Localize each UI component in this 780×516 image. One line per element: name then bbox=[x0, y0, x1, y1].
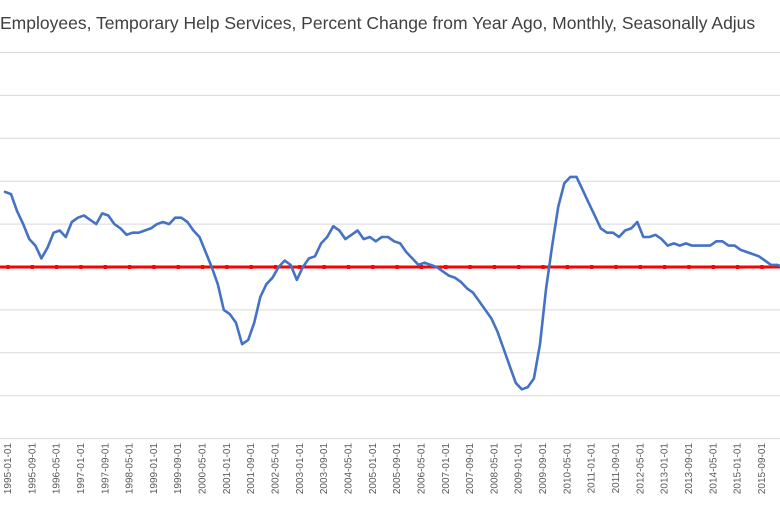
x-tick-label: 1996-05-01 bbox=[52, 443, 63, 495]
x-tick-label: 2007-09-01 bbox=[465, 443, 476, 495]
zero-marker bbox=[395, 265, 399, 269]
x-tick-label: 2006-05-01 bbox=[416, 443, 427, 495]
x-tick-label: 1997-09-01 bbox=[100, 443, 111, 495]
x-tick-label: 2003-01-01 bbox=[295, 443, 306, 495]
zero-marker bbox=[492, 265, 496, 269]
zero-reference-markers bbox=[6, 265, 764, 269]
x-tick-label: 2011-09-01 bbox=[611, 443, 622, 494]
x-tick-label: 2000-05-01 bbox=[198, 443, 209, 495]
zero-marker bbox=[444, 265, 448, 269]
zero-marker bbox=[128, 265, 132, 269]
zero-marker bbox=[346, 265, 351, 269]
x-tick-label: 2013-01-01 bbox=[660, 443, 671, 495]
zero-marker bbox=[103, 265, 107, 269]
x-tick-label: 2002-05-01 bbox=[271, 443, 282, 495]
zero-marker bbox=[468, 265, 472, 269]
x-tick-label: 2007-01-01 bbox=[441, 443, 452, 495]
zero-marker bbox=[638, 265, 642, 269]
x-tick-label: 2004-05-01 bbox=[343, 443, 354, 495]
zero-marker bbox=[590, 265, 594, 269]
zero-marker bbox=[322, 265, 326, 269]
zero-marker bbox=[79, 265, 83, 269]
zero-marker bbox=[760, 265, 764, 269]
x-tick-label: 2015-01-01 bbox=[733, 443, 744, 495]
zero-marker bbox=[152, 265, 156, 269]
x-tick-label: 2012-05-01 bbox=[635, 443, 646, 495]
zero-marker bbox=[200, 265, 205, 269]
zero-marker bbox=[273, 265, 278, 269]
zero-marker bbox=[176, 265, 180, 269]
series-line bbox=[3, 175, 780, 391]
x-tick-label: 2010-05-01 bbox=[562, 443, 573, 495]
zero-marker bbox=[663, 265, 667, 269]
zero-marker bbox=[30, 265, 34, 269]
x-tick-label: 2005-09-01 bbox=[392, 443, 403, 495]
x-tick-label: 2008-05-01 bbox=[489, 443, 500, 495]
x-tick-label: 1995-09-01 bbox=[27, 443, 38, 495]
zero-marker bbox=[419, 265, 424, 269]
zero-marker bbox=[6, 265, 10, 269]
zero-marker bbox=[371, 265, 375, 269]
x-tick-label: 2009-01-01 bbox=[514, 443, 525, 495]
x-tick-label: 2005-01-01 bbox=[368, 443, 379, 495]
zero-marker bbox=[614, 265, 618, 269]
x-tick-label: 2001-01-01 bbox=[222, 443, 233, 495]
x-tick-label: 2014-05-01 bbox=[708, 443, 719, 495]
x-tick-label: 1995-01-01 bbox=[3, 443, 14, 495]
zero-marker bbox=[541, 265, 545, 269]
x-tick-label: 2013-09-01 bbox=[684, 443, 695, 495]
chart-title: Employees, Temporary Help Services, Perc… bbox=[0, 13, 755, 33]
zero-marker bbox=[565, 265, 569, 269]
x-tick-label: 1998-05-01 bbox=[125, 443, 136, 495]
x-tick-label: 2009-09-01 bbox=[538, 443, 549, 495]
x-tick-label: 2003-09-01 bbox=[319, 443, 330, 495]
x-tick-label: 1999-01-01 bbox=[149, 443, 160, 495]
zero-marker bbox=[711, 265, 715, 269]
zero-marker bbox=[225, 265, 229, 269]
x-tick-label: 2011-01-01 bbox=[587, 443, 598, 494]
zero-marker bbox=[298, 265, 302, 269]
zero-marker bbox=[736, 265, 740, 269]
x-tick-label: 2015-09-01 bbox=[757, 443, 768, 495]
x-tick-label: 1997-01-01 bbox=[76, 443, 87, 495]
zero-marker bbox=[249, 265, 253, 269]
x-tick-label: 2001-09-01 bbox=[246, 443, 257, 495]
zero-marker bbox=[55, 265, 59, 269]
zero-marker bbox=[517, 265, 521, 269]
x-axis-ticks: 1995-01-01 1995-09-01 1996-05-01 1997-01-01… bbox=[3, 443, 768, 495]
x-tick-label: 1999-09-01 bbox=[173, 443, 184, 495]
zero-marker bbox=[687, 265, 691, 269]
